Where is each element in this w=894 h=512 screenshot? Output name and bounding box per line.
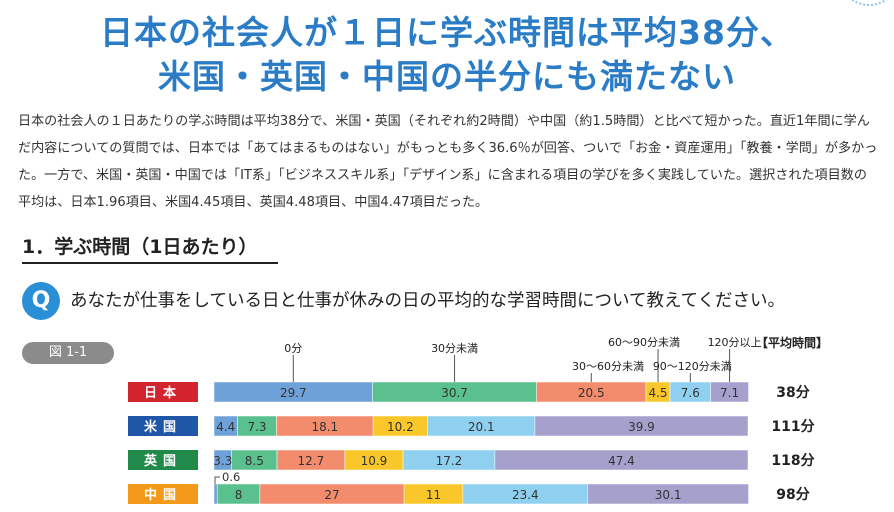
data-label: 8.5 <box>245 454 264 468</box>
section-heading: 1．学ぶ時間（1日あたり） <box>22 232 278 264</box>
bar-segment <box>494 449 749 471</box>
question-badge-icon: Q <box>22 282 60 320</box>
figure-label: 図 1-1 <box>22 342 114 364</box>
bar-segment <box>534 415 749 437</box>
data-label: 29.7 <box>280 386 307 400</box>
data-label: 3.3 <box>213 454 232 468</box>
country-label: 英国 <box>143 453 182 469</box>
country-label: 米国 <box>144 419 182 435</box>
data-label: 11 <box>426 488 441 502</box>
data-label: 30.1 <box>655 488 682 502</box>
bar-segment <box>587 483 749 505</box>
data-label: 39.9 <box>628 420 655 434</box>
data-label: 0.6 <box>222 470 240 484</box>
average-value: 111分 <box>771 419 814 435</box>
country-flag-box <box>128 450 198 470</box>
country-flag-box <box>128 382 198 402</box>
country-label: 中国 <box>144 487 182 503</box>
data-label: 17.2 <box>436 454 463 468</box>
headline-line-2: 米国・英国・中国の半分にも満たない <box>158 57 736 96</box>
question-text: あなたが仕事をしている日と仕事が休みの日の平均的な学習時間について教えてください… <box>70 291 786 311</box>
data-label: 12.7 <box>298 454 325 468</box>
callout-line <box>214 476 220 484</box>
data-label: 8 <box>235 488 243 502</box>
data-label: 7.1 <box>720 386 739 400</box>
data-label: 10.2 <box>387 420 414 434</box>
data-label: 23.4 <box>512 488 539 502</box>
series-label: 30〜60分未満 <box>572 360 644 373</box>
series-label: 120分以上 <box>708 336 762 349</box>
average-value: 98分 <box>776 487 809 503</box>
country-flag-box <box>128 484 198 504</box>
series-label: 60〜90分未満 <box>608 336 680 349</box>
series-label: 0分 <box>284 342 302 355</box>
data-label: 20.1 <box>468 420 495 434</box>
data-label: 4.5 <box>648 386 667 400</box>
intro-paragraph: 日本の社会人の１日あたりの学ぶ時間は平均38分で、米国・英国（それぞれ約2時間）… <box>18 114 878 210</box>
bar-segment <box>213 483 218 505</box>
average-value: 118分 <box>771 453 814 469</box>
average-value: 38分 <box>776 385 809 401</box>
data-label: 27 <box>324 488 339 502</box>
series-label: 90〜120分未満 <box>653 360 732 373</box>
average-header: 【平均時間】 <box>756 335 828 350</box>
series-label: 30分未満 <box>431 342 478 355</box>
data-label: 7.6 <box>681 386 700 400</box>
data-label: 10.9 <box>361 454 388 468</box>
data-label: 20.5 <box>578 386 605 400</box>
data-label: 30.7 <box>441 386 468 400</box>
data-label: 47.4 <box>608 454 635 468</box>
data-label: 18.1 <box>311 420 338 434</box>
data-label: 7.3 <box>247 420 266 434</box>
country-label: 日本 <box>144 385 182 401</box>
country-flag-box <box>128 416 198 436</box>
headline-line-1: 日本の社会人が１日に学ぶ時間は平均38分、 <box>100 13 794 52</box>
data-label: 4.4 <box>216 420 235 434</box>
